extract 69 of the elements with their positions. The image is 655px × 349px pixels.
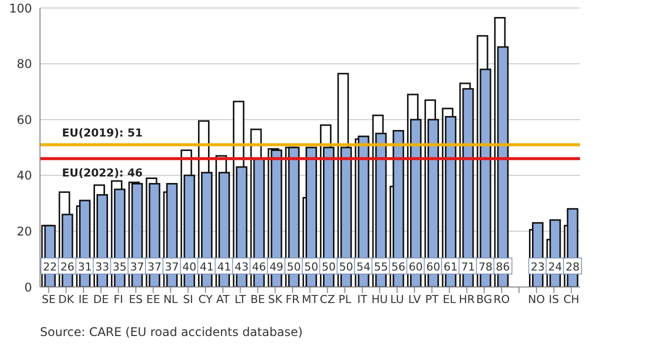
data-label: 50 — [286, 260, 301, 274]
x-tick-label: CY — [198, 292, 213, 306]
data-label: 60 — [408, 260, 423, 274]
x-tick-label: DK — [58, 292, 75, 306]
x-tick-label: IE — [78, 292, 89, 306]
x-tick-label: FR — [286, 292, 300, 306]
data-label: 41 — [200, 260, 214, 274]
x-tick-label: IS — [548, 292, 559, 306]
x-tick-label: EL — [442, 292, 457, 306]
data-label: 31 — [78, 260, 92, 274]
x-tick-label: CH — [563, 292, 580, 306]
data-label: 71 — [461, 260, 476, 274]
data-label: 37 — [130, 260, 144, 274]
ref-line-label: EU(2019): 51 — [62, 126, 143, 140]
ref-line-label: EU(2022): 46 — [62, 166, 143, 180]
data-label: 56 — [391, 260, 406, 274]
x-tick-label: LV — [408, 292, 422, 306]
data-label: 33 — [95, 260, 110, 274]
x-tick-label: EE — [146, 292, 160, 306]
x-tick-label: ES — [128, 292, 143, 306]
y-tick-label: 40 — [16, 168, 32, 183]
data-label: 86 — [496, 260, 510, 274]
data-label: 60 — [426, 260, 440, 274]
x-tick-label: NL — [163, 292, 179, 306]
data-label: 50 — [339, 260, 354, 274]
data-label: 28 — [566, 260, 580, 274]
data-label: 40 — [182, 260, 196, 274]
data-label: 61 — [444, 260, 458, 274]
data-label: 22 — [43, 260, 57, 274]
x-tick-label: DE — [93, 292, 109, 306]
data-label: 50 — [322, 260, 336, 274]
x-tick-label: LT — [234, 292, 246, 306]
x-tick-label: BE — [250, 292, 266, 306]
x-tick-label: HR — [458, 292, 476, 306]
x-tick-label: NO — [528, 292, 546, 306]
x-tick-label: PT — [425, 292, 439, 306]
data-label: 26 — [60, 260, 74, 274]
x-tick-label: SI — [182, 292, 194, 306]
data-label: 46 — [252, 260, 266, 274]
source-note: Source: CARE (EU road accidents database) — [40, 325, 303, 339]
data-label: 78 — [478, 260, 492, 274]
x-tick-label: FI — [114, 292, 124, 306]
x-tick-label: PL — [338, 292, 352, 306]
data-label: 35 — [112, 260, 127, 274]
x-tick-label: AT — [216, 292, 230, 306]
data-label: 37 — [148, 260, 162, 274]
x-tick-label: HU — [372, 292, 388, 306]
data-label: 24 — [548, 260, 562, 274]
x-tick-label: MT — [302, 292, 318, 306]
x-tick-label: SE — [42, 292, 56, 306]
data-label: 37 — [164, 260, 179, 274]
y-tick-label: 100 — [9, 1, 32, 16]
y-tick-label: 0 — [24, 280, 32, 294]
x-tick-label: CZ — [320, 292, 336, 306]
y-tick-label: 80 — [16, 57, 32, 72]
data-label: 54 — [356, 260, 371, 274]
y-tick-label: 60 — [16, 112, 32, 127]
data-label: 23 — [530, 260, 545, 274]
x-tick-label: SK — [268, 292, 284, 306]
x-tick-label: BG — [476, 292, 492, 306]
data-label: 43 — [234, 260, 249, 274]
x-tick-label: LU — [390, 292, 404, 306]
x-tick-label: RO — [493, 292, 510, 306]
data-label: 55 — [374, 260, 388, 274]
data-label: 50 — [304, 260, 318, 274]
data-label: 41 — [217, 260, 232, 274]
data-label: 49 — [269, 260, 284, 274]
x-tick-label: IT — [357, 292, 368, 306]
y-tick-label: 20 — [16, 224, 32, 238]
